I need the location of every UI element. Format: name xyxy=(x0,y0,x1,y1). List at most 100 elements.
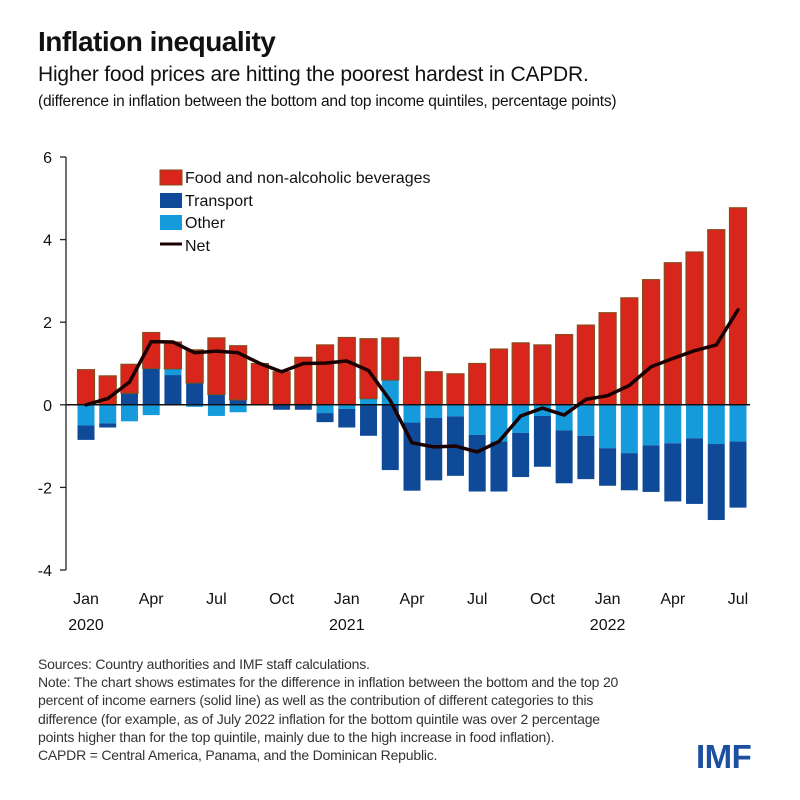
bar-transport xyxy=(120,393,138,405)
footer-notes: Sources: Country authorities and IMF sta… xyxy=(38,655,678,764)
x-year-label: 2020 xyxy=(68,617,104,634)
footer-note-line: points higher than for the top quintile,… xyxy=(38,728,555,745)
y-tick-label: -2 xyxy=(38,480,52,497)
bar-food xyxy=(707,229,726,406)
bar-food xyxy=(381,337,400,381)
y-tick-label: 4 xyxy=(43,233,52,250)
bar-other xyxy=(316,404,334,414)
legend-label-other: Other xyxy=(185,215,226,232)
legend-label-food: Food and non-alcoholic beverages xyxy=(185,170,431,187)
bar-transport xyxy=(164,375,182,405)
bar-food xyxy=(576,324,595,406)
bar-other xyxy=(120,404,138,422)
bar-other xyxy=(207,404,225,416)
y-axis: 6 4 2 0 -2 -4 xyxy=(38,150,67,580)
bar-transport xyxy=(642,445,660,492)
footer-note-line: Note: The chart shows estimates for the … xyxy=(38,674,619,691)
imf-logo: IMF xyxy=(696,738,752,775)
bar-transport xyxy=(142,368,160,405)
x-year-label: 2021 xyxy=(329,617,365,634)
bar-transport xyxy=(316,413,334,423)
bar-other xyxy=(620,404,638,454)
footer-note-line: difference (for example, as of July 2022… xyxy=(38,710,600,727)
x-year-label: 2022 xyxy=(590,617,626,634)
y-tick-label: 2 xyxy=(43,315,52,332)
legend: Food and non-alcoholic beverages Transpo… xyxy=(159,169,431,255)
net-line xyxy=(84,308,740,454)
bar-other xyxy=(642,404,660,446)
bar-food xyxy=(207,337,226,396)
legend-label-net: Net xyxy=(185,238,210,255)
bar-transport xyxy=(77,425,95,440)
bar-other xyxy=(77,404,95,426)
bar-other xyxy=(425,404,443,419)
x-tick-label: Jul xyxy=(728,591,748,608)
bar-other xyxy=(686,404,704,439)
bar-other xyxy=(360,398,378,405)
bar-other xyxy=(142,404,160,416)
bar-food xyxy=(489,348,509,406)
bar-other xyxy=(577,404,595,436)
bar-food xyxy=(728,207,748,406)
bar-food xyxy=(76,369,96,406)
bar-other xyxy=(164,368,182,376)
bar-transport xyxy=(207,394,225,405)
bar-transport xyxy=(273,404,291,410)
bar-transport xyxy=(620,453,638,491)
chart-area: 6 4 2 0 -2 -4 Jan 2020 Apr Jul Oct Jan 2021 Apr Jul Oc… xyxy=(38,150,750,634)
bar-food xyxy=(250,362,269,406)
bar-transport xyxy=(686,438,704,504)
bar-other xyxy=(707,404,725,445)
x-tick-label: Apr xyxy=(660,591,686,608)
bar-other xyxy=(446,404,464,417)
x-tick-label: Jul xyxy=(467,591,487,608)
bar-transport xyxy=(425,418,443,481)
chart-title: Inflation inequality xyxy=(38,26,276,57)
x-tick-label: Jan xyxy=(595,591,621,608)
bar-other xyxy=(381,380,399,405)
legend-swatch-other xyxy=(160,215,182,230)
bar-transport xyxy=(294,404,312,410)
y-tick-label: 0 xyxy=(43,398,52,415)
bar-food xyxy=(337,336,356,406)
bar-transport xyxy=(229,399,247,405)
bar-food xyxy=(555,333,574,406)
bar-other xyxy=(229,404,247,413)
bar-food xyxy=(685,251,704,406)
x-tick-label: Apr xyxy=(139,591,165,608)
bar-transport xyxy=(707,444,725,521)
bar-other xyxy=(599,404,617,449)
bar-other xyxy=(403,404,421,423)
legend-swatch-food xyxy=(159,169,183,186)
bar-food xyxy=(315,344,335,406)
bar-food xyxy=(533,344,552,406)
bar-other xyxy=(468,404,486,435)
x-tick-label: Jul xyxy=(206,591,226,608)
x-tick-label: Oct xyxy=(269,591,294,608)
x-tick-label: Oct xyxy=(530,591,555,608)
bar-food xyxy=(229,345,248,401)
bar-other xyxy=(729,404,747,442)
bar-food xyxy=(641,279,661,406)
bar-transport xyxy=(99,423,117,428)
bar-transport xyxy=(577,435,595,480)
legend-swatch-transport xyxy=(160,193,182,208)
bar-food xyxy=(446,373,465,406)
x-tick-label: Apr xyxy=(400,591,426,608)
chart-subtitle: Higher food prices are hitting the poore… xyxy=(38,63,589,86)
bar-transport xyxy=(468,434,486,492)
bar-other xyxy=(338,404,356,409)
bar-food xyxy=(402,356,422,406)
bar-transport xyxy=(186,382,204,405)
y-tick-label: 6 xyxy=(43,150,52,167)
bar-other xyxy=(664,404,682,444)
x-axis: Jan 2020 Apr Jul Oct Jan 2021 Apr Jul Oct Jan 2022 A… xyxy=(68,591,748,634)
x-tick-label: Jan xyxy=(73,591,99,608)
bar-other xyxy=(512,404,530,433)
legend-label-transport: Transport xyxy=(185,193,253,210)
x-tick-label: Jan xyxy=(334,591,360,608)
bar-transport xyxy=(490,441,508,492)
chart-units-note: (difference in inflation between the bot… xyxy=(38,93,617,110)
bar-food xyxy=(424,371,443,406)
bar-transport xyxy=(555,430,573,484)
